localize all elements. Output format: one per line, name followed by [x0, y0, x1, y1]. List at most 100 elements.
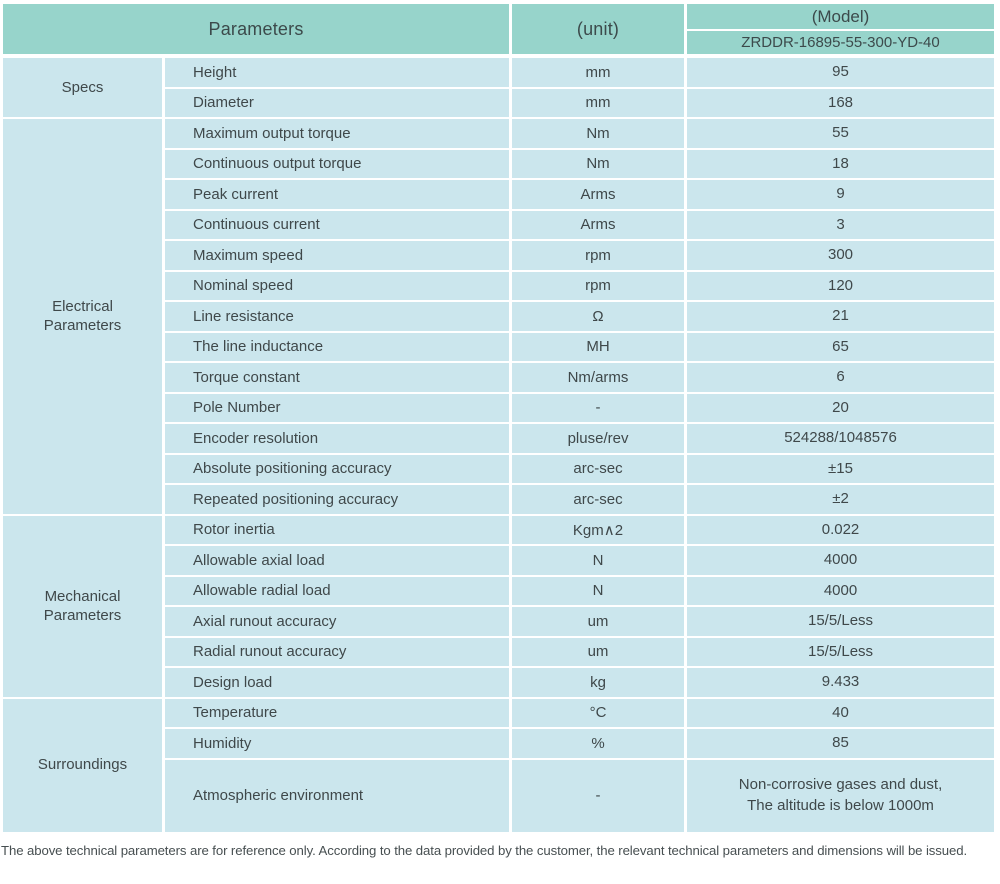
group-cell: Mechanical Parameters	[3, 515, 165, 699]
value-cell: 6	[687, 363, 998, 394]
value-cell: Non-corrosive gases and dust, The altitu…	[687, 759, 998, 834]
value-cell: 9.433	[687, 668, 998, 699]
param-cell: Continuous output torque	[165, 149, 513, 180]
param-cell: Continuous current	[165, 210, 513, 241]
table-row: Axial runout accuracy um 15/5/Less	[3, 607, 998, 638]
table-row: Line resistance Ω 21	[3, 302, 998, 333]
table-row: Encoder resolution pluse/rev 524288/104857…	[3, 424, 998, 455]
value-cell: 95	[687, 58, 998, 89]
spec-sheet-page: Parameters (unit) (Model) ZRDDR-16895-55…	[0, 4, 1000, 884]
value-cell: 300	[687, 241, 998, 272]
unit-cell: rpm	[512, 271, 688, 302]
header-parameters: Parameters	[3, 4, 513, 58]
unit-cell: -	[512, 393, 688, 424]
table-row: Pole Number -20	[3, 393, 998, 424]
table-row: Design load kg 9.433	[3, 668, 998, 699]
value-cell: 3	[687, 210, 998, 241]
param-cell: Maximum speed	[165, 241, 513, 272]
group-cell: Electrical Parameters	[3, 119, 165, 516]
unit-cell: um	[512, 607, 688, 638]
value-cell: 40	[687, 698, 998, 729]
table-row: Repeated positioning accuracy arc-sec ±2	[3, 485, 998, 516]
unit-cell: N	[512, 576, 688, 607]
table-row: Absolute positioning accuracy arc-sec ±15	[3, 454, 998, 485]
table-row: Humidity% 85	[3, 729, 998, 760]
unit-cell: %	[512, 729, 688, 760]
param-cell: Allowable radial load	[165, 576, 513, 607]
table-row: Maximum speed rpm 300	[3, 241, 998, 272]
table-row: Allowable radial load N 4000	[3, 576, 998, 607]
value-cell: 15/5/Less	[687, 607, 998, 638]
group-label: Specs	[61, 78, 104, 96]
footnote: The above technical parameters are for r…	[1, 842, 968, 858]
param-cell: Humidity	[165, 729, 513, 760]
value-cell: 20	[687, 393, 998, 424]
table-row: Atmospheric environment - Non-corrosive ga…	[3, 759, 998, 834]
unit-cell: Ω	[512, 302, 688, 333]
param-cell: Repeated positioning accuracy	[165, 485, 513, 516]
unit-cell: arc-sec	[512, 454, 688, 485]
value-cell: 4000	[687, 576, 998, 607]
param-cell: Torque constant	[165, 363, 513, 394]
param-cell: Rotor inertia	[165, 515, 513, 546]
unit-cell: Nm	[512, 119, 688, 150]
unit-cell: kg	[512, 668, 688, 699]
table-header: Parameters (unit) (Model) ZRDDR-16895-55…	[3, 4, 998, 58]
table-row: The line inductance MH 65	[3, 332, 998, 363]
value-cell: 55	[687, 119, 998, 150]
unit-cell: MH	[512, 332, 688, 363]
param-cell: Diameter	[165, 88, 513, 119]
unit-cell: Kgm∧2	[512, 515, 688, 546]
param-cell: Allowable axial load	[165, 546, 513, 577]
table-row: Surroundings Temperature °C 40	[3, 698, 998, 834]
value-cell: ±2	[687, 485, 998, 516]
spec-table: Parameters (unit) (Model) ZRDDR-16895-55…	[3, 4, 998, 834]
unit-cell: °C	[512, 698, 688, 729]
unit-cell: um	[512, 637, 688, 668]
table-row: Specs Height mm 95	[3, 58, 998, 119]
value-cell: 524288/1048576	[687, 424, 998, 455]
unit-cell: N	[512, 546, 688, 577]
value-cell: 21	[687, 302, 998, 333]
unit-cell: Nm	[512, 149, 688, 180]
unit-cell: Arms	[512, 180, 688, 211]
value-cell: ±15	[687, 454, 998, 485]
group-label: Electrical Parameters	[43, 297, 122, 335]
table-row: Allowable axial load N 4000	[3, 546, 998, 577]
param-cell: Atmospheric environment	[165, 759, 513, 834]
table-row: Continuous current Arms 3	[3, 210, 998, 241]
table-row: Mechanical Parameters Rotor inertia Kgm∧2 0…	[3, 515, 998, 699]
table-row: Peak current Arms 9	[3, 180, 998, 211]
unit-cell: -	[512, 759, 688, 834]
unit-cell: mm	[512, 58, 688, 89]
table-row: Electrical Parameters Maximum output torq…	[3, 119, 998, 516]
table-body: Specs Height mm 95 Diameter mm 168 Electrical P…	[3, 58, 998, 834]
param-cell: Maximum output torque	[165, 119, 513, 150]
unit-cell: mm	[512, 88, 688, 119]
param-cell: Temperature	[165, 698, 513, 729]
unit-cell: Arms	[512, 210, 688, 241]
unit-cell: arc-sec	[512, 485, 688, 516]
param-cell: Peak current	[165, 180, 513, 211]
unit-cell: pluse/rev	[512, 424, 688, 455]
header-unit: (unit)	[512, 4, 688, 58]
table-row: Radial runout accuracy um 15/5/Less	[3, 637, 998, 668]
group-label: Surroundings	[37, 756, 128, 774]
value-cell: 4000	[687, 546, 998, 577]
table-row: Continuous output torque Nm 18	[3, 149, 998, 180]
group-cell: Specs	[3, 58, 165, 119]
param-cell: Height	[165, 58, 513, 89]
value-cell: 120	[687, 271, 998, 302]
value-cell: 65	[687, 332, 998, 363]
value-cell: 168	[687, 88, 998, 119]
header-model: (Model)	[687, 4, 998, 31]
param-cell: Nominal speed	[165, 271, 513, 302]
value-cell: 85	[687, 729, 998, 760]
unit-cell: Nm/arms	[512, 363, 688, 394]
param-cell: Encoder resolution	[165, 424, 513, 455]
param-cell: Design load	[165, 668, 513, 699]
table-row: Diameter mm 168	[3, 88, 998, 119]
group-label: Mechanical Parameters	[43, 587, 122, 625]
value-cell: 0.022	[687, 515, 998, 546]
value-cell: 18	[687, 149, 998, 180]
